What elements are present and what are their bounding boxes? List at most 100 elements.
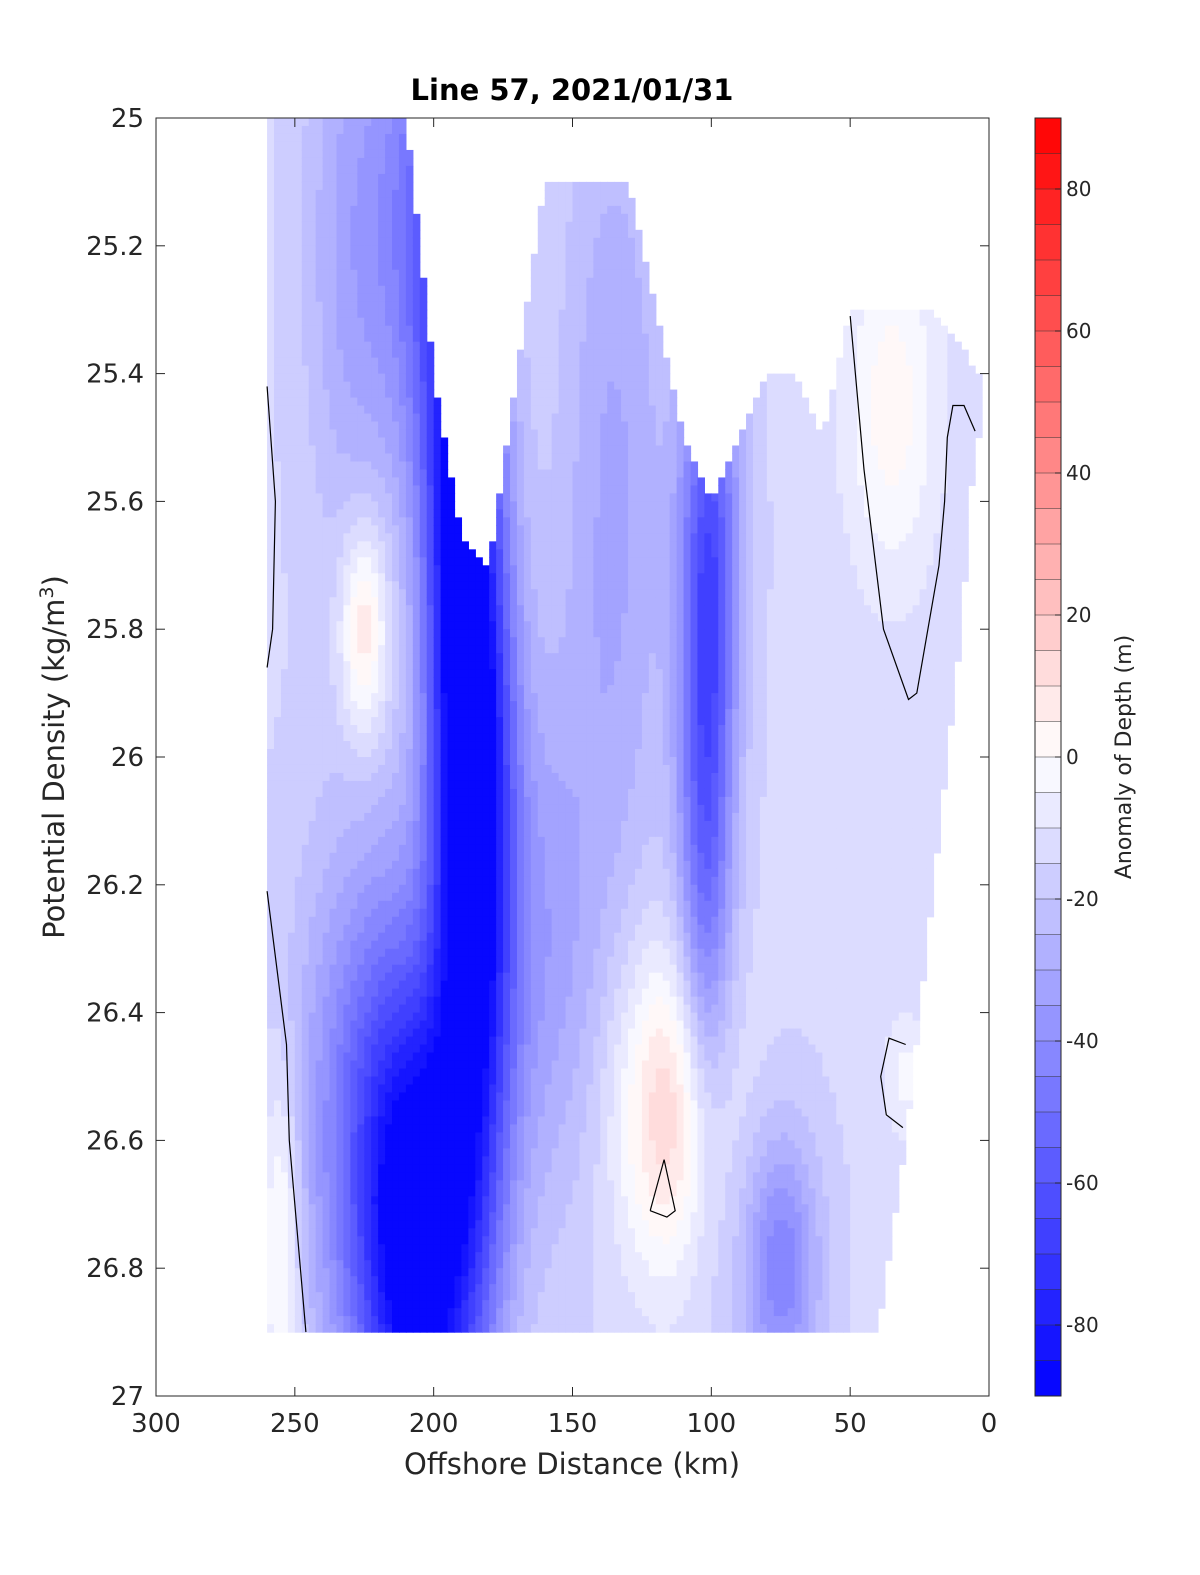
field-cell: [496, 764, 504, 774]
field-cell: [510, 1164, 518, 1173]
field-cell: [371, 389, 379, 399]
field-cell: [294, 637, 303, 646]
field-cell: [280, 477, 289, 487]
field-cell: [357, 1068, 365, 1078]
field-cell: [405, 501, 414, 510]
field-cell: [274, 844, 282, 854]
field-cell: [274, 701, 282, 710]
field-cell: [343, 557, 351, 566]
field-cell: [405, 749, 414, 758]
field-cell: [489, 956, 497, 966]
field-cell: [516, 405, 525, 415]
field-cell: [412, 1252, 421, 1261]
field-cell: [426, 597, 435, 606]
field-cell: [294, 157, 303, 167]
field-cell: [267, 1132, 275, 1141]
field-cell: [287, 1292, 296, 1301]
field-cell: [280, 908, 289, 918]
field-cell: [468, 605, 476, 614]
field-cell: [336, 972, 345, 982]
field-cell: [322, 892, 331, 902]
field-cell: [364, 788, 372, 798]
field-cell: [364, 780, 372, 790]
field-cell: [343, 892, 351, 902]
field-cell: [405, 1116, 414, 1126]
field-cell: [274, 780, 282, 790]
field-cell: [385, 1204, 393, 1213]
field-cell: [336, 1316, 345, 1325]
field-cell: [496, 597, 504, 606]
field-cell: [308, 725, 317, 734]
field-cell: [322, 1228, 331, 1237]
field-cell: [378, 557, 386, 566]
field-cell: [357, 557, 365, 566]
field-cell: [392, 764, 400, 774]
field-cell: [280, 1252, 289, 1261]
field-cell: [315, 437, 324, 447]
field-cell: [350, 165, 358, 175]
field-cell: [294, 589, 303, 598]
field-cell: [343, 733, 351, 742]
field-cell: [364, 1292, 372, 1301]
field-cell: [482, 1244, 490, 1253]
field-cell: [496, 677, 504, 686]
field-cell: [371, 173, 379, 183]
field-cell: [392, 541, 400, 550]
field-cell: [315, 916, 324, 926]
field-cell: [267, 413, 275, 423]
field-cell: [301, 948, 310, 958]
field-cell: [301, 1116, 310, 1126]
field-cell: [357, 1244, 365, 1253]
field-cell: [454, 541, 463, 550]
field-cell: [405, 149, 414, 159]
field-cell: [308, 1308, 317, 1317]
field-cell: [274, 133, 282, 143]
field-cell: [322, 605, 331, 614]
field-cell: [454, 1156, 463, 1165]
field-cell: [350, 197, 358, 207]
field-cell: [308, 301, 317, 311]
field-cell: [454, 645, 463, 654]
field-cell: [322, 1004, 331, 1014]
field-cell: [516, 557, 525, 566]
field-cell: [378, 309, 386, 319]
field-cell: [364, 725, 372, 734]
field-cell: [392, 796, 400, 806]
field-cell: [433, 940, 442, 950]
field-cell: [461, 844, 469, 854]
field-cell: [329, 1148, 338, 1157]
field-cell: [267, 1004, 275, 1014]
field-cell: [412, 485, 421, 495]
field-cell: [503, 485, 511, 495]
field-cell: [405, 1292, 414, 1301]
field-cell: [357, 645, 365, 654]
field-cell: [329, 884, 338, 894]
field-cell: [308, 317, 317, 327]
field-cell: [294, 381, 303, 391]
field-cell: [322, 860, 331, 870]
field-cell: [405, 453, 414, 463]
field-cell: [489, 892, 497, 902]
field-cell: [385, 948, 393, 958]
field-cell: [308, 133, 317, 143]
field-cell: [336, 677, 345, 686]
field-cell: [294, 118, 303, 127]
field-cell: [371, 485, 379, 495]
field-cell: [350, 1036, 358, 1046]
field-cell: [392, 189, 400, 199]
field-cell: [378, 884, 386, 894]
field-cell: [468, 780, 476, 790]
field-cell: [308, 1180, 317, 1189]
field-cell: [475, 860, 483, 870]
field-cell: [274, 509, 282, 518]
field-cell: [315, 637, 324, 646]
field-cell: [274, 1188, 282, 1197]
field-cell: [357, 1284, 365, 1293]
field-cell: [378, 621, 386, 630]
field-cell: [371, 397, 379, 407]
field-cell: [468, 1076, 476, 1086]
field-cell: [308, 749, 317, 758]
field-cell: [294, 932, 303, 942]
field-cell: [364, 413, 372, 423]
field-cell: [294, 469, 303, 479]
